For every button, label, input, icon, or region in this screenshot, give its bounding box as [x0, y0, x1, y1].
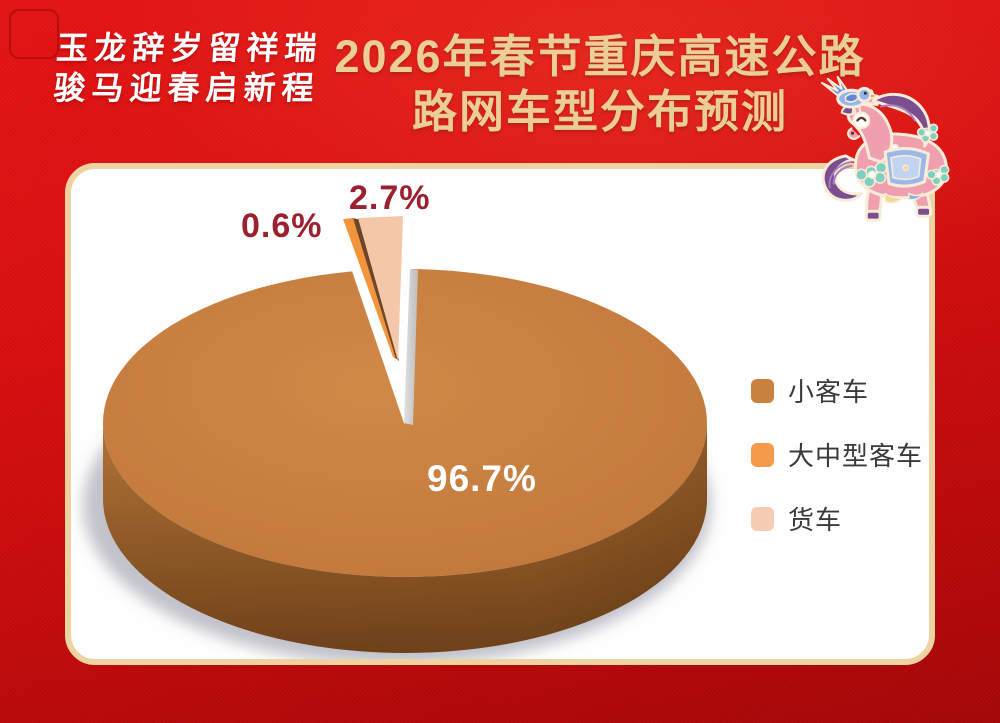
blessing-line-2: 骏马迎春启新程 — [52, 70, 321, 107]
pie-side-shading — [103, 423, 707, 653]
legend-label-bus: 大中型客车 — [788, 441, 924, 471]
title-line-1: 2026年春节重庆高速公路 — [334, 31, 866, 82]
pie-chart — [83, 216, 711, 659]
label-truck-percent: 2.7% — [349, 179, 431, 217]
legend-swatch-car — [751, 378, 774, 403]
slice-truck-top — [358, 216, 403, 361]
legend-item: 货车 — [751, 500, 923, 537]
legend-item: 大中型客车 — [751, 436, 923, 473]
legend-label-truck: 货车 — [788, 505, 843, 535]
legend-label-car: 小客车 — [788, 377, 870, 407]
legend: 小客车 大中型客车 货车 — [751, 372, 923, 537]
slice-bus-top — [343, 218, 396, 359]
title-line-2: 路网车型分布预测 — [411, 85, 788, 137]
pie-cut-face — [404, 269, 418, 425]
legend-item: 小客车 — [751, 372, 923, 409]
blessing-line-1: 玉龙辞岁留祥瑞 — [55, 30, 324, 66]
horse-illustration — [820, 76, 950, 222]
blessing-couplet: 玉龙辞岁留祥瑞 骏马迎春启新程 — [52, 28, 324, 109]
chart-card: 0.6% 2.7% 96.7% 小客车 大中型客车 货车 — [65, 163, 935, 665]
label-bus-percent: 0.6% — [241, 207, 323, 245]
legend-swatch-bus — [751, 442, 774, 467]
page-title: 2026年春节重庆高速公路 路网车型分布预测 — [295, 30, 905, 140]
corner-ornament — [9, 9, 59, 59]
legend-swatch-truck — [751, 506, 774, 531]
label-main-percent: 96.7% — [427, 458, 537, 499]
